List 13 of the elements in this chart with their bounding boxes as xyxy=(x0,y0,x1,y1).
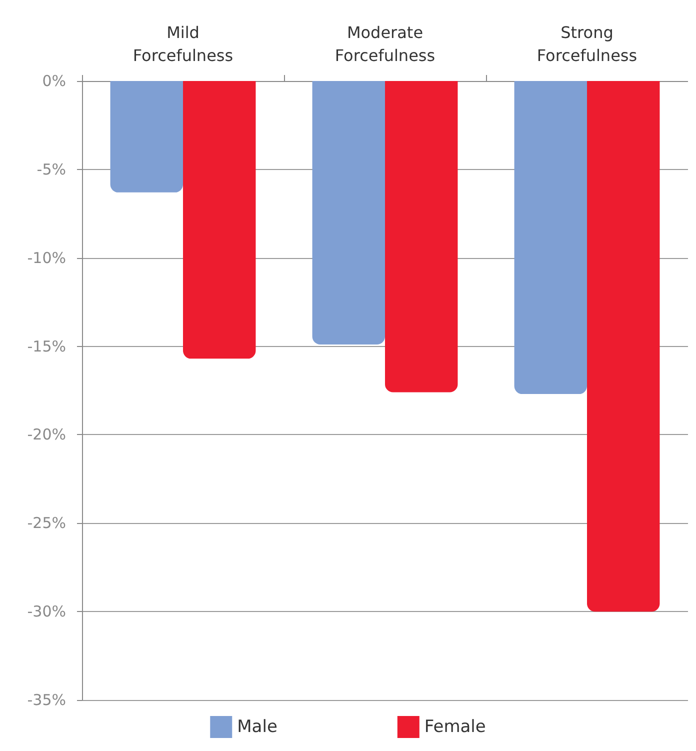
x-tick-label: Mild Forcefulness xyxy=(132,23,234,65)
y-tick-label: -5% xyxy=(36,160,66,178)
y-tick-label: -30% xyxy=(27,602,66,621)
x-tick-label: Strong Forcefulness xyxy=(536,23,638,65)
y-tick-label: -25% xyxy=(27,514,66,532)
legend-label: Male xyxy=(237,717,278,737)
legend-label: Female xyxy=(424,717,486,737)
y-tick-label: -15% xyxy=(27,337,66,356)
x-tick-label: Moderate Forcefulness xyxy=(334,23,436,65)
y-tick-label: -35% xyxy=(27,691,66,709)
y-tick-label: 0% xyxy=(42,72,66,90)
y-tick-label: -10% xyxy=(27,248,66,267)
y-tick-label: -20% xyxy=(27,426,66,444)
